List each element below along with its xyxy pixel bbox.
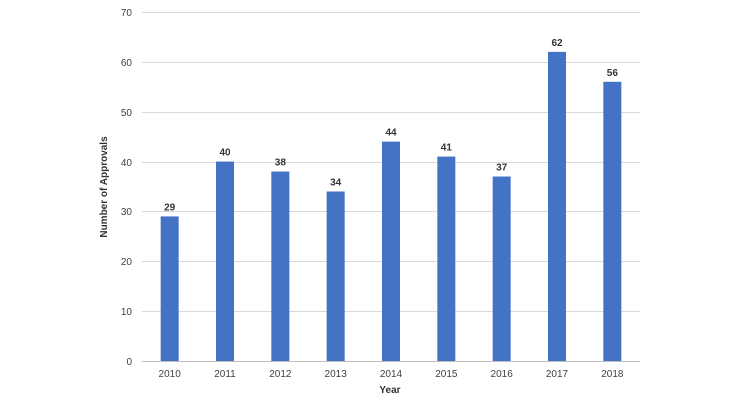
data-label: 44 <box>385 128 397 139</box>
x-tick-label: 2014 <box>380 369 403 380</box>
bar <box>437 156 456 361</box>
y-axis-title: Number of Approvals <box>99 136 110 238</box>
x-axis-title: Year <box>379 385 400 396</box>
bar <box>160 216 179 361</box>
bar <box>548 51 566 362</box>
data-label: 62 <box>551 38 563 49</box>
y-tick-label: 50 <box>121 108 133 119</box>
x-tick-label: 2016 <box>491 369 514 380</box>
x-tick-label: 2017 <box>546 369 569 380</box>
y-axis-ticks: 0 10 20 30 40 50 60 70 <box>121 8 133 368</box>
y-tick-label: 10 <box>121 307 133 318</box>
data-label: 29 <box>164 202 176 213</box>
y-tick-label: 70 <box>121 8 133 19</box>
data-labels: 29 40 38 34 44 41 37 62 56 <box>164 38 618 214</box>
x-tick-label: 2010 <box>159 369 182 380</box>
x-tick-label: 2013 <box>325 369 348 380</box>
bar <box>603 81 622 362</box>
data-label: 56 <box>607 68 619 79</box>
data-label: 41 <box>441 143 453 154</box>
data-label: 38 <box>275 158 287 169</box>
data-label: 34 <box>330 177 342 188</box>
x-tick-label: 2012 <box>269 369 292 380</box>
y-tick-label: 30 <box>121 207 133 218</box>
data-label: 37 <box>496 163 508 174</box>
y-tick-label: 20 <box>121 257 133 268</box>
bar <box>271 171 290 361</box>
x-tick-label: 2011 <box>214 369 236 380</box>
x-axis-ticks: 2010 2011 2012 2013 2014 2015 2016 2017 2018 <box>159 369 624 380</box>
bar <box>492 176 511 361</box>
y-tick-label: 60 <box>121 58 133 69</box>
bar <box>382 141 400 361</box>
bar <box>216 161 234 361</box>
x-tick-label: 2018 <box>601 369 624 380</box>
bars <box>160 51 622 362</box>
y-tick-label: 0 <box>126 357 132 368</box>
y-tick-label: 40 <box>121 158 133 169</box>
data-label: 40 <box>219 148 231 159</box>
x-tick-label: 2015 <box>435 369 458 380</box>
bar <box>326 191 345 361</box>
